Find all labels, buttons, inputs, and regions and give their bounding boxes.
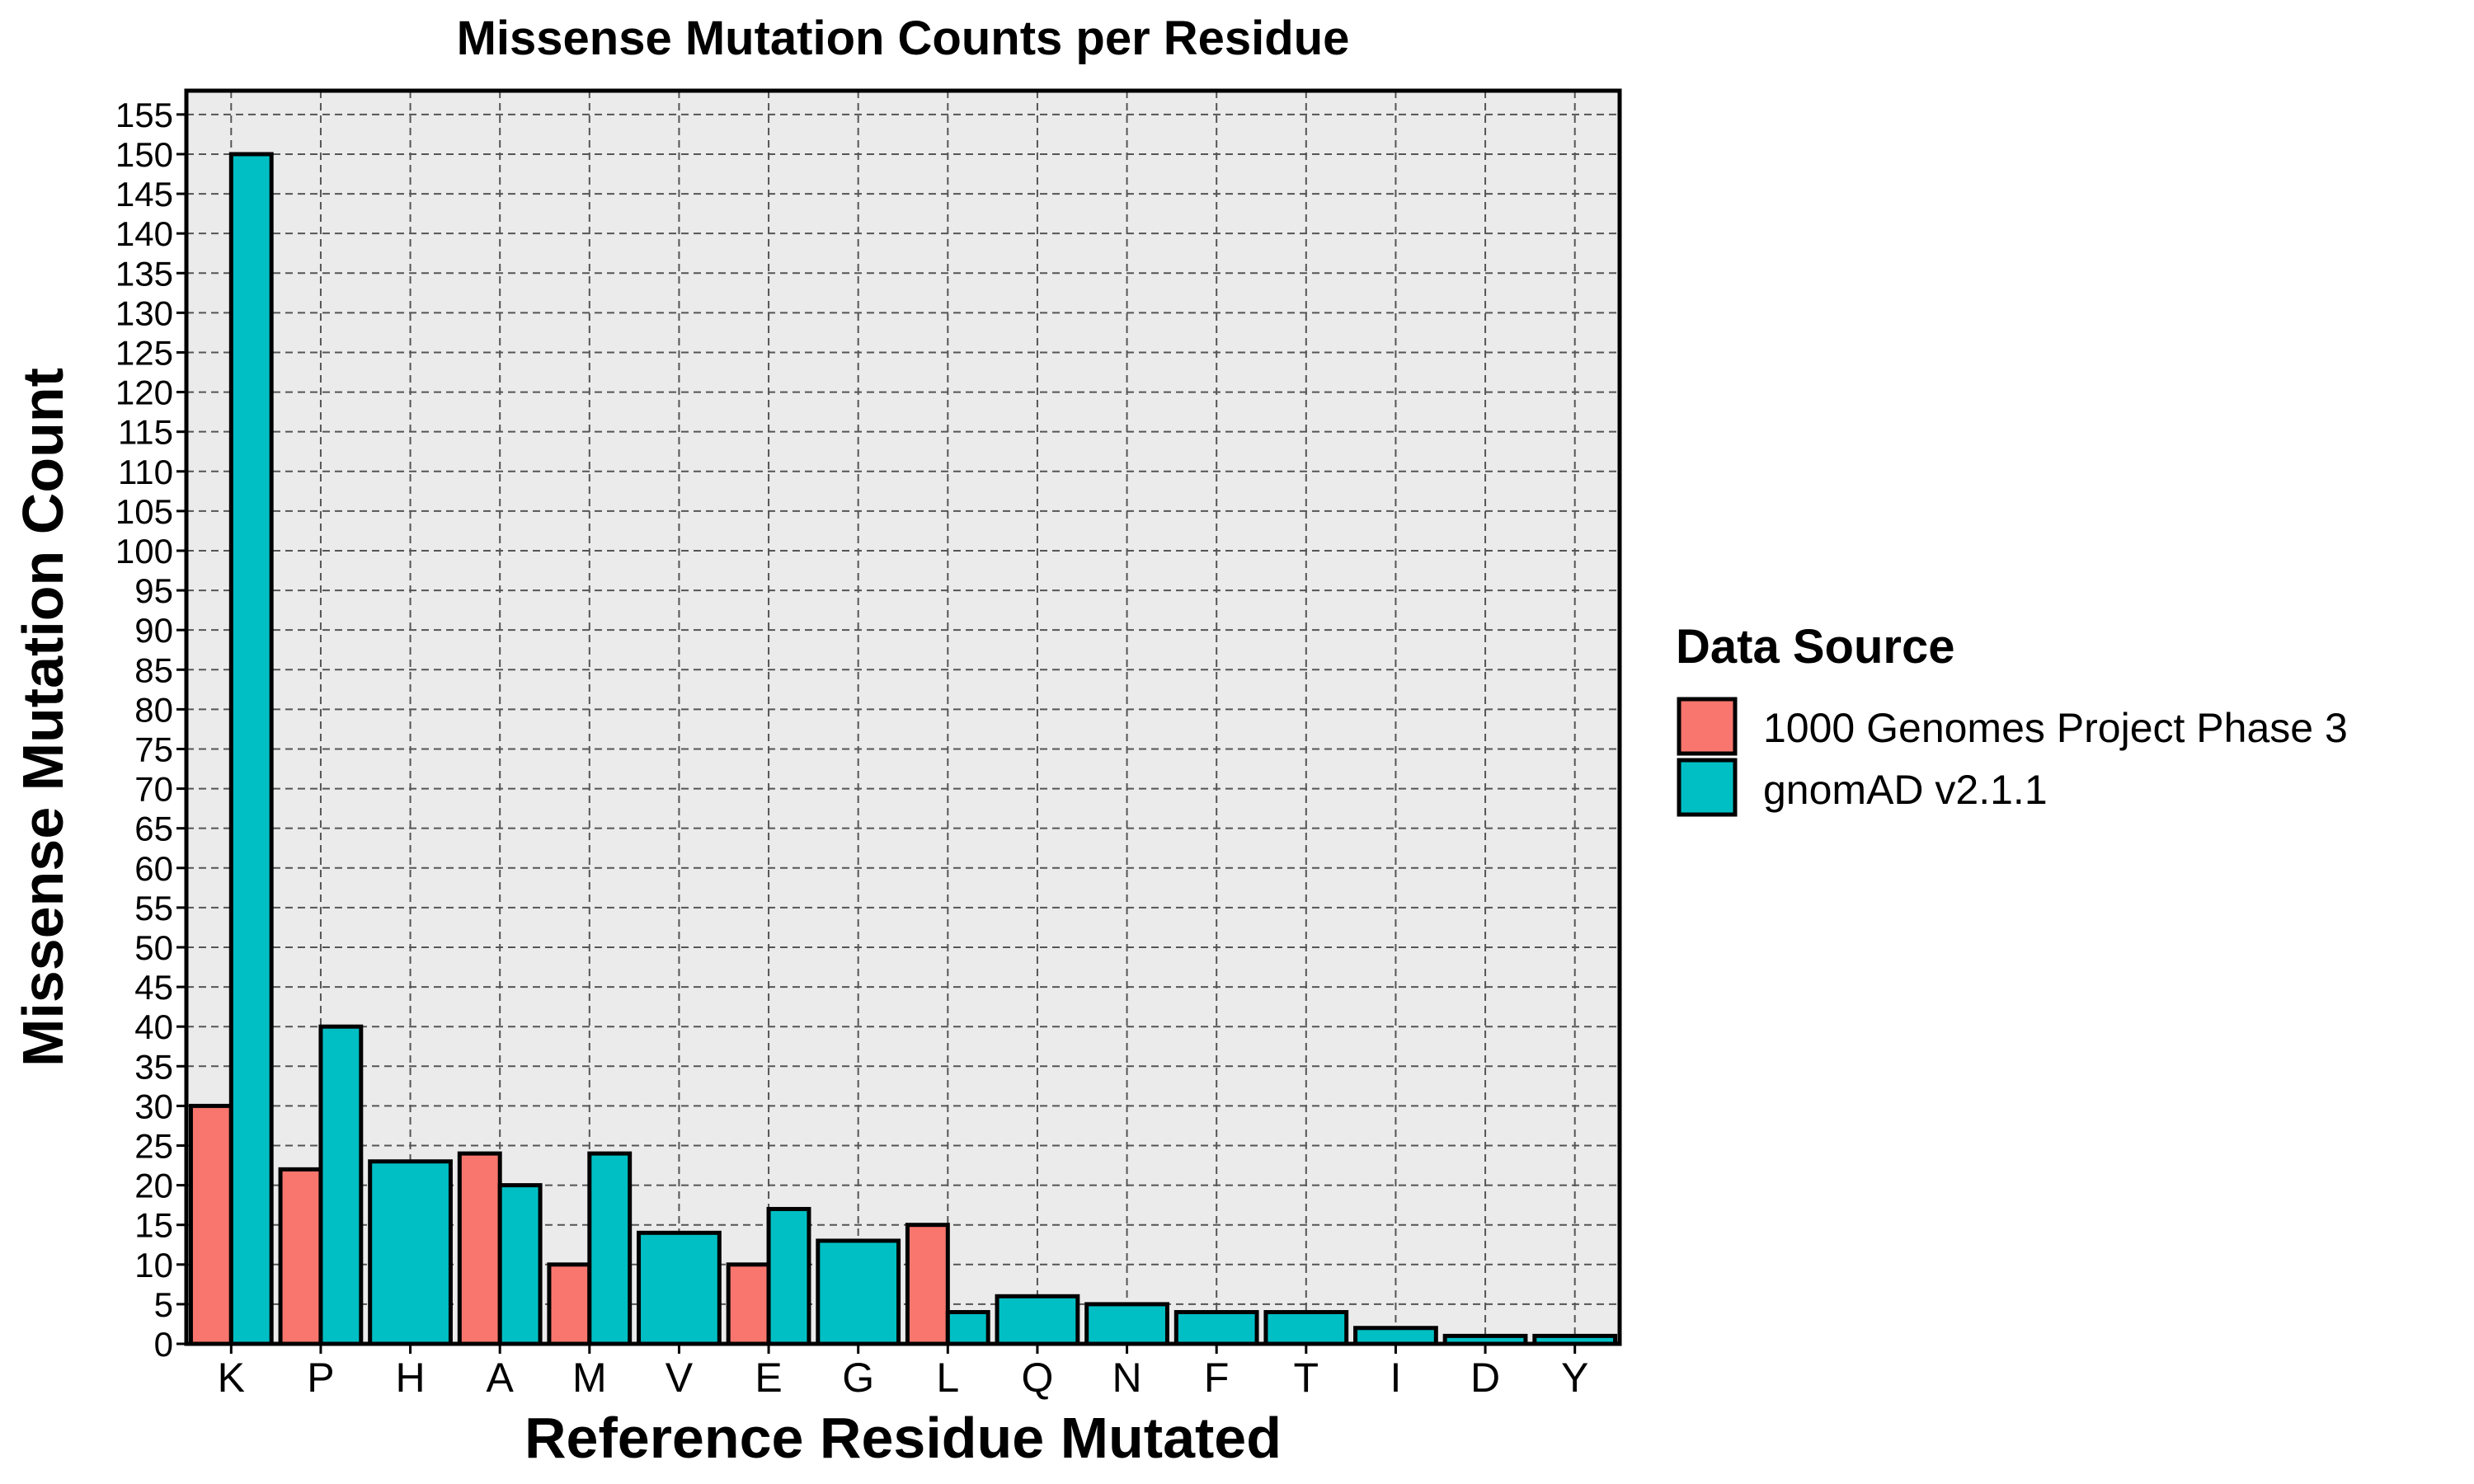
chart-title: Missense Mutation Counts per Residue [457, 12, 1350, 65]
y-tick-label: 20 [134, 1167, 173, 1205]
bar-1000-genomes-A [457, 1151, 502, 1346]
bar-gnomad-T [1263, 1310, 1349, 1346]
x-tick-label: Q [1021, 1355, 1053, 1401]
y-tick-label: 25 [134, 1126, 173, 1165]
bar-gnomad-I [1353, 1326, 1438, 1346]
legend: Data Source 1000 Genomes Project Phase 3… [1676, 620, 2348, 817]
y-tick-label: 5 [154, 1285, 173, 1324]
y-tick-label: 70 [134, 770, 173, 809]
x-tick-label: E [755, 1355, 782, 1401]
x-tick-label: A [487, 1355, 515, 1401]
y-tick-label: 130 [115, 294, 173, 332]
bar-gnomad-E [766, 1206, 811, 1346]
bar-gnomad-H [368, 1159, 453, 1346]
x-tick-label: I [1390, 1355, 1401, 1401]
y-tick-label: 110 [118, 453, 173, 491]
bar-1000-genomes-P [278, 1167, 323, 1346]
y-tick-label: 60 [134, 849, 173, 888]
legend-key-gnomad [1677, 758, 1738, 817]
y-tick-label: 30 [134, 1087, 173, 1125]
legend-title: Data Source [1676, 620, 1954, 674]
x-tick-label: F [1204, 1355, 1230, 1401]
plot-frame [184, 88, 1622, 1346]
y-tick-label: 125 [115, 333, 173, 372]
x-tick-label: Y [1561, 1355, 1588, 1401]
bar-gnomad-M [587, 1151, 633, 1346]
y-tick-label: 0 [154, 1325, 173, 1364]
bar-1000-genomes-K [188, 1103, 233, 1346]
bar-gnomad-K [228, 152, 274, 1346]
y-tick-label: 80 [134, 690, 173, 729]
x-tick-label: G [842, 1355, 874, 1401]
x-tick-label: M [572, 1355, 607, 1401]
y-tick-label: 155 [115, 96, 173, 134]
bar-gnomad-G [816, 1238, 901, 1346]
x-tick-label: V [666, 1355, 694, 1401]
bar-gnomad-L [945, 1310, 990, 1346]
bars [188, 152, 1618, 1346]
y-tick-label: 15 [134, 1206, 173, 1245]
y-tick-label: 145 [115, 175, 173, 214]
x-tick-label: K [218, 1355, 245, 1401]
plot-background [186, 91, 1620, 1344]
y-tick-label: 105 [115, 492, 173, 531]
y-axis-title: Missense Mutation Count [11, 368, 75, 1067]
y-tick-label: 85 [134, 650, 173, 689]
bar-1000-genomes-E [726, 1262, 771, 1346]
y-tick-label: 95 [134, 571, 173, 610]
x-axis-title: Reference Residue Mutated [524, 1406, 1282, 1470]
bar-1000-genomes-M [547, 1262, 592, 1346]
y-tick-label: 55 [134, 889, 173, 928]
x-tick-label: T [1294, 1355, 1319, 1401]
y-axis-ticks: 0510152025303540455055606570758085909510… [115, 96, 186, 1364]
bar-gnomad-P [318, 1024, 364, 1346]
bar-gnomad-N [1084, 1302, 1169, 1346]
y-tick-label: 150 [115, 135, 173, 174]
y-tick-label: 135 [115, 254, 173, 293]
y-tick-label: 10 [134, 1246, 173, 1284]
y-tick-label: 65 [134, 810, 173, 848]
y-tick-label: 40 [134, 1007, 173, 1046]
y-tick-label: 75 [134, 730, 173, 768]
bar-gnomad-Q [995, 1294, 1080, 1346]
x-tick-label: P [307, 1355, 334, 1401]
bar-1000-genomes-L [905, 1223, 950, 1346]
x-tick-label: L [936, 1355, 959, 1401]
y-tick-label: 140 [115, 214, 173, 253]
x-tick-label: D [1470, 1355, 1500, 1401]
y-tick-label: 120 [115, 373, 173, 412]
bar-gnomad-A [497, 1183, 543, 1346]
y-tick-label: 50 [134, 928, 173, 967]
y-tick-label: 100 [115, 532, 173, 571]
x-tick-label: H [396, 1355, 426, 1401]
x-tick-label: N [1112, 1355, 1142, 1401]
legend-label-gnomad: gnomAD v2.1.1 [1763, 767, 2048, 813]
y-tick-label: 35 [134, 1047, 173, 1086]
legend-key-1000-genomes [1677, 697, 1738, 756]
bar-gnomad-F [1174, 1310, 1259, 1346]
y-tick-label: 115 [118, 413, 173, 452]
y-tick-label: 45 [134, 968, 173, 1007]
legend-label-1000-genomes: 1000 Genomes Project Phase 3 [1763, 705, 2348, 751]
y-tick-label: 90 [134, 611, 173, 650]
bar-gnomad-V [637, 1230, 722, 1346]
